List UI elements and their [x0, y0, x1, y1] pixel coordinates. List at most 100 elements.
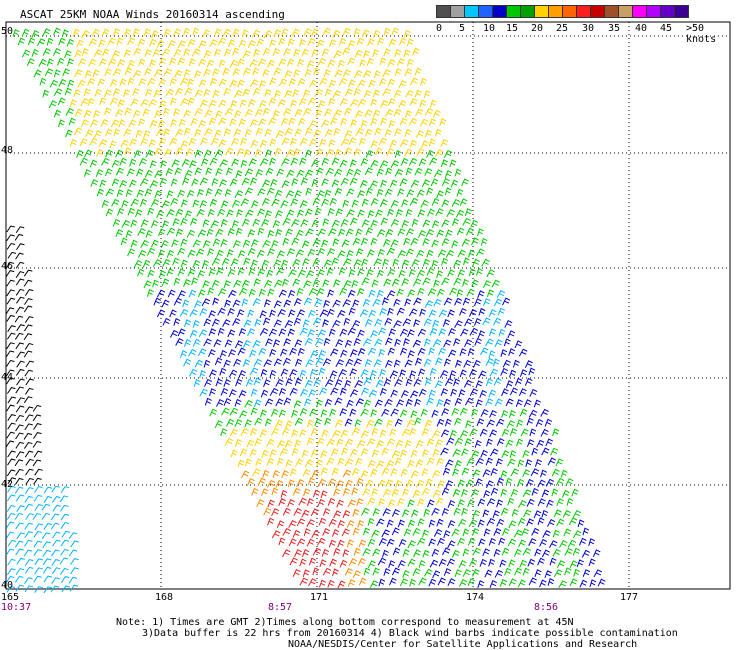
wind-barb: [307, 309, 316, 318]
wind-barb: [401, 428, 411, 437]
wind-barb: [299, 137, 308, 146]
wind-barb: [455, 359, 462, 368]
wind-barb: [315, 459, 323, 468]
wind-barb: [350, 217, 358, 226]
wind-barb: [50, 522, 60, 530]
wind-barb: [180, 259, 188, 268]
wind-barb: [111, 159, 120, 168]
wind-barb: [124, 107, 132, 116]
wind-barb: [459, 198, 468, 207]
wind-barb: [33, 494, 43, 502]
wind-barb: [258, 347, 267, 356]
wind-barb: [420, 199, 429, 208]
wind-barb: [242, 67, 251, 76]
wind-barb: [422, 219, 431, 228]
wind-barb: [46, 37, 54, 46]
wind-barb: [180, 77, 189, 86]
lat-label: 44: [1, 372, 14, 383]
wind-barb: [158, 270, 166, 278]
wind-barb: [156, 289, 166, 298]
wind-barb: [89, 159, 98, 168]
wind-barb: [327, 289, 335, 298]
wind-barb: [441, 277, 450, 286]
wind-barb: [247, 309, 255, 318]
wind-barb: [405, 110, 412, 118]
wind-barb: [318, 517, 327, 526]
wind-barb: [32, 459, 42, 467]
lon-label: 165: [1, 592, 20, 603]
wind-barb: [281, 180, 290, 188]
wind-barb: [5, 369, 15, 377]
wind-barb: [206, 228, 214, 237]
wind-barb: [394, 418, 403, 427]
wind-barb: [7, 485, 16, 493]
wind-barb: [533, 510, 542, 519]
wind-barb: [464, 318, 473, 327]
wind-barb: [406, 189, 415, 198]
wind-barb: [267, 248, 275, 257]
wind-barb: [177, 290, 186, 298]
wind-barb: [259, 158, 269, 167]
wind-barb: [330, 448, 339, 457]
wind-barb: [6, 297, 16, 305]
wind-barb: [150, 239, 159, 248]
wind-barb: [423, 318, 432, 327]
wind-barb: [244, 399, 253, 408]
lon-label: 177: [620, 592, 639, 603]
wind-barb: [306, 437, 314, 446]
wind-barb: [334, 419, 344, 428]
wind-barb: [508, 348, 516, 356]
wind-barb: [569, 560, 578, 569]
wind-barb: [104, 168, 113, 177]
wind-barb: [482, 548, 490, 557]
wind-barb: [531, 447, 539, 456]
wind-barb: [64, 87, 72, 96]
wind-barb: [309, 138, 317, 147]
wind-barb: [522, 567, 530, 576]
wind-barb: [24, 559, 34, 566]
wind-barb: [249, 79, 259, 88]
wind-barb: [232, 239, 241, 248]
wind-barb: [364, 358, 372, 367]
wind-barb: [200, 137, 208, 146]
wind-barb: [409, 370, 417, 379]
wind-barb: [522, 469, 531, 478]
wind-barb: [370, 219, 379, 228]
wind-barb: [34, 586, 43, 593]
lon-label: 168: [155, 592, 174, 603]
wind-barb: [340, 117, 348, 126]
wind-barb: [223, 359, 231, 368]
wind-barb: [194, 107, 203, 116]
wind-barb: [353, 338, 361, 346]
wind-barb: [199, 177, 209, 186]
wind-barb: [370, 237, 378, 246]
wind-barb: [283, 107, 292, 116]
wind-barb: [121, 199, 129, 208]
wind-barb: [153, 147, 163, 156]
wind-barb: [291, 237, 300, 246]
wind-barb: [23, 441, 33, 449]
wind-barb: [414, 167, 423, 176]
wind-barb: [505, 477, 513, 486]
wind-barb: [7, 414, 16, 421]
wind-barb: [486, 438, 493, 447]
wind-barb: [368, 289, 376, 298]
wind-barb: [376, 440, 384, 448]
wind-barb: [261, 259, 270, 268]
wind-barb: [415, 459, 424, 468]
wind-barb: [377, 248, 385, 257]
wind-barb: [275, 378, 284, 387]
wind-barb: [292, 89, 300, 97]
wind-barb: [345, 479, 353, 488]
wind-barb: [374, 318, 383, 327]
wind-barb: [304, 459, 314, 468]
wind-barb: [245, 209, 254, 218]
wind-barb: [266, 269, 274, 278]
wind-barb: [189, 368, 198, 377]
wind-barb: [428, 118, 437, 127]
wind-barb: [547, 578, 555, 586]
wind-barb: [282, 357, 291, 366]
wind-barb: [90, 119, 98, 128]
wind-barb: [370, 330, 378, 339]
wind-barb: [378, 137, 388, 146]
